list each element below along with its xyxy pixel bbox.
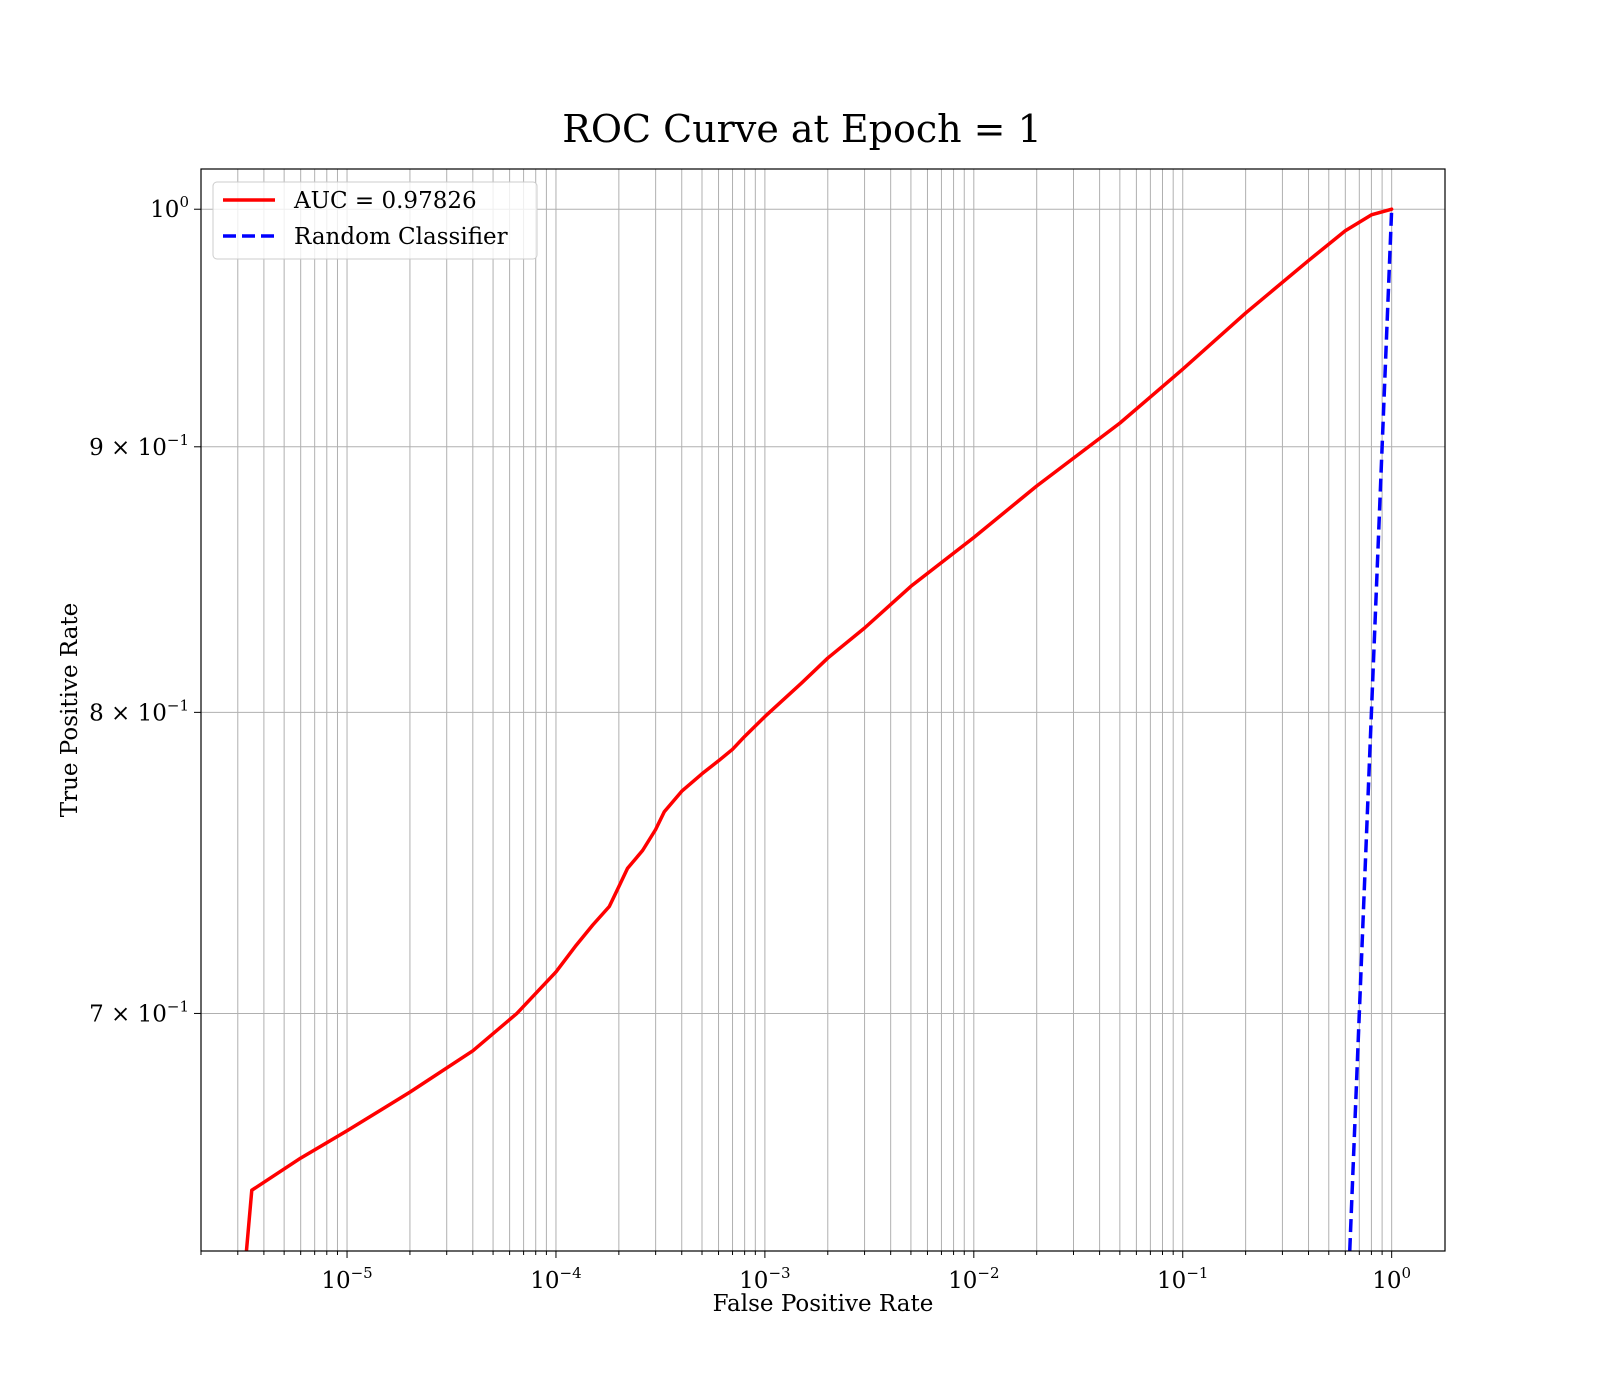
x-tick-label: 10−1 xyxy=(1157,1264,1208,1294)
x-tick-label: 10−5 xyxy=(321,1264,372,1294)
y-tick-label: 9 × 10−1 xyxy=(89,431,189,461)
series-line-0 xyxy=(244,207,1394,1251)
y-tick-label: 100 xyxy=(150,193,189,223)
series-group xyxy=(244,207,1394,1251)
x-tick-label: 100 xyxy=(1372,1264,1411,1294)
legend: AUC = 0.97826 Random Classifier xyxy=(212,181,538,260)
grid-lines xyxy=(200,169,1445,1251)
x-tick-label: 10−2 xyxy=(948,1264,999,1294)
series-line-1 xyxy=(1347,209,1394,1251)
legend-label-random: Random Classifier xyxy=(294,224,508,250)
y-tick-label: 7 × 10−1 xyxy=(89,997,189,1027)
plot-frame xyxy=(200,168,1446,1252)
chart-title: ROC Curve at Epoch = 1 xyxy=(562,107,1042,151)
axis-ticks: 10−5 10−4 10−3 10−2 10−1 100 7 × 10−1 8 × 10−1 9… xyxy=(89,193,1411,1294)
x-axis-label: False Positive Rate xyxy=(713,1291,934,1317)
x-tick-label: 10−3 xyxy=(739,1264,790,1294)
legend-box xyxy=(212,181,538,260)
y-tick-label: 8 × 10−1 xyxy=(89,696,189,726)
x-tick-label: 10−4 xyxy=(530,1264,581,1294)
y-axis-label: True Positive Rate xyxy=(57,603,83,818)
legend-label-auc: AUC = 0.97826 xyxy=(293,188,477,214)
